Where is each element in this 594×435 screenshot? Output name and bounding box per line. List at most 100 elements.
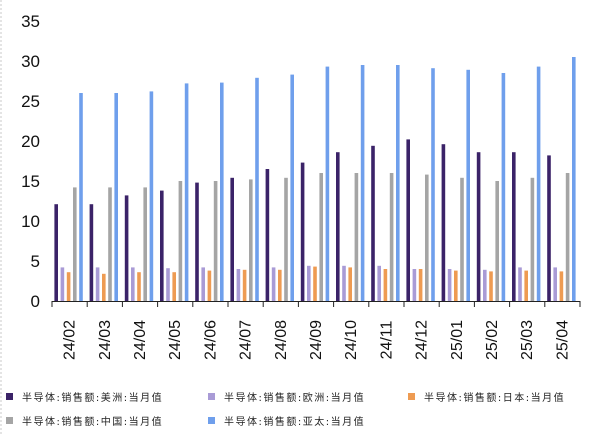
bar-series-0-24-08 xyxy=(265,169,270,301)
x-tick-label: 25/04 xyxy=(554,320,571,360)
bar-series-1-24-02 xyxy=(60,267,65,301)
legend: 半导体:销售额:美洲:当月值 半导体:销售额:欧洲:当月值 半导体:销售额:日本… xyxy=(6,386,594,432)
bar-series-4-25-03 xyxy=(536,66,541,301)
bar-series-3-24-03 xyxy=(108,187,112,301)
x-tick-label: 25/01 xyxy=(449,320,466,360)
bar-series-2-25-02 xyxy=(489,271,493,301)
bar-series-4-24-11 xyxy=(396,65,400,301)
bar-series-0-25-04 xyxy=(547,155,551,301)
y-axis-ticks: 0 5 10 15 20 25 30 35 xyxy=(21,12,40,311)
bar-series-2-24-10 xyxy=(348,267,352,301)
y-tick-label: 25 xyxy=(21,92,40,111)
bar-series-1-24-03 xyxy=(95,267,100,301)
legend-item-japan: 半导体:销售额:日本:当月值 xyxy=(408,386,565,406)
x-tick-label: 24/10 xyxy=(343,320,360,360)
bar-series-3-24-10 xyxy=(354,173,359,301)
bar-series-3-24-07 xyxy=(249,179,253,301)
bar-series-2-24-07 xyxy=(242,269,247,301)
bar-series-1-25-02 xyxy=(483,269,487,301)
x-tick-label: 24/07 xyxy=(238,320,255,360)
legend-swatch-japan xyxy=(408,393,415,400)
x-tick-label: 24/03 xyxy=(97,320,114,360)
y-tick-label: 0 xyxy=(31,292,40,311)
x-axis-ticks: 24/02 24/03 24/04 24/05 24/06 24/07 24/08 24/09… xyxy=(62,320,572,360)
bar-series-1-25-04 xyxy=(553,267,557,301)
bar-series-1-24-04 xyxy=(131,267,135,301)
legend-label-europe: 半导体:销售额:欧洲:当月值 xyxy=(224,393,366,404)
bar-series-3-24-02 xyxy=(73,187,77,301)
bar-series-1-24-07 xyxy=(236,269,241,301)
x-tick-label: 24/02 xyxy=(62,320,79,360)
bar-series-3-24-12 xyxy=(425,174,429,301)
bar-series-0-24-09 xyxy=(300,162,305,301)
bar-series-0-24-06 xyxy=(195,182,199,301)
bar-series-0-24-03 xyxy=(89,204,94,301)
bar-series-4-24-07 xyxy=(255,77,259,301)
x-tick-label: 25/02 xyxy=(484,320,501,360)
bar-series-4-24-08 xyxy=(290,74,294,301)
bar-series-0-24-04 xyxy=(124,195,129,301)
legend-item-china: 半导体:销售额:中国:当月值 xyxy=(6,410,163,430)
bar-series-2-24-06 xyxy=(207,270,212,301)
y-tick-label: 15 xyxy=(21,172,40,191)
legend-item-americas: 半导体:销售额:美洲:当月值 xyxy=(6,386,163,406)
bar-series-3-24-06 xyxy=(213,181,218,301)
bar-series-1-25-01 xyxy=(447,269,452,301)
legend-item-asia-pacific: 半导体:销售额:亚太:当月值 xyxy=(208,410,365,430)
bar-series-4-24-06 xyxy=(220,82,224,301)
x-tick-label: 24/05 xyxy=(167,320,184,360)
legend-label-china: 半导体:销售额:中国:当月值 xyxy=(22,417,164,428)
legend-item-europe: 半导体:销售额:欧洲:当月值 xyxy=(208,386,365,406)
legend-label-japan: 半导体:销售额:日本:当月值 xyxy=(424,393,566,404)
bar-series-1-24-06 xyxy=(201,267,205,301)
y-tick-label: 35 xyxy=(21,12,40,31)
bar-series-2-24-08 xyxy=(278,269,282,301)
bar-series-2-24-12 xyxy=(418,269,423,301)
bar-series-3-24-11 xyxy=(389,173,394,301)
bar-series-2-24-11 xyxy=(383,269,388,301)
x-tick-label: 25/03 xyxy=(519,320,536,360)
bar-series-0-25-01 xyxy=(441,144,446,301)
bar-series-2-25-04 xyxy=(559,271,564,301)
x-axis xyxy=(51,301,581,307)
bar-series-group xyxy=(54,57,576,302)
legend-swatch-asia-pacific xyxy=(208,417,215,424)
bar-series-3-24-09 xyxy=(319,173,323,301)
y-tick-label: 5 xyxy=(31,252,40,271)
x-tick-label: 24/06 xyxy=(202,320,219,360)
legend-swatch-china xyxy=(6,417,13,424)
x-tick-label: 24/11 xyxy=(378,320,395,359)
bar-series-3-25-03 xyxy=(530,177,535,301)
bar-series-2-24-03 xyxy=(102,273,106,301)
bar-series-0-24-05 xyxy=(160,190,164,301)
x-tick-label: 24/04 xyxy=(132,320,149,360)
bar-series-3-24-05 xyxy=(178,181,183,301)
bar-series-3-25-01 xyxy=(460,177,464,301)
bar-series-0-24-07 xyxy=(230,177,234,301)
bar-series-3-25-04 xyxy=(565,173,570,301)
bar-series-2-24-05 xyxy=(172,272,176,301)
bar-series-4-24-10 xyxy=(360,65,365,301)
bar-series-4-24-05 xyxy=(184,83,189,302)
legend-label-asia-pacific: 半导体:销售额:亚太:当月值 xyxy=(224,417,366,428)
bar-series-4-24-04 xyxy=(149,91,154,302)
bar-series-0-24-02 xyxy=(54,204,58,301)
y-tick-label: 10 xyxy=(21,212,40,231)
x-tick-label: 24/12 xyxy=(414,320,431,360)
bar-series-1-24-12 xyxy=(412,269,417,301)
bar-series-3-24-08 xyxy=(284,177,288,301)
legend-swatch-americas xyxy=(6,393,13,400)
legend-label-americas: 半导体:销售额:美洲:当月值 xyxy=(22,393,164,404)
bar-series-4-25-04 xyxy=(572,57,576,301)
bar-series-1-24-08 xyxy=(271,267,276,301)
bar-series-0-24-10 xyxy=(336,152,340,301)
bar-series-1-24-09 xyxy=(307,265,311,301)
bar-series-1-24-10 xyxy=(342,265,346,301)
bar-series-4-24-03 xyxy=(114,93,118,301)
bar-series-4-24-02 xyxy=(79,93,83,301)
bar-series-4-24-09 xyxy=(325,66,330,301)
bar-series-2-24-04 xyxy=(137,272,141,301)
bar-series-2-25-01 xyxy=(454,270,458,301)
bar-series-4-25-02 xyxy=(501,73,506,301)
